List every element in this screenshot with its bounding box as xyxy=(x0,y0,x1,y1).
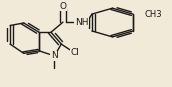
Text: Cl: Cl xyxy=(71,48,79,57)
Text: O: O xyxy=(60,2,66,11)
Text: N: N xyxy=(51,51,58,60)
Text: NH: NH xyxy=(75,18,88,27)
Text: CH3: CH3 xyxy=(144,10,162,19)
